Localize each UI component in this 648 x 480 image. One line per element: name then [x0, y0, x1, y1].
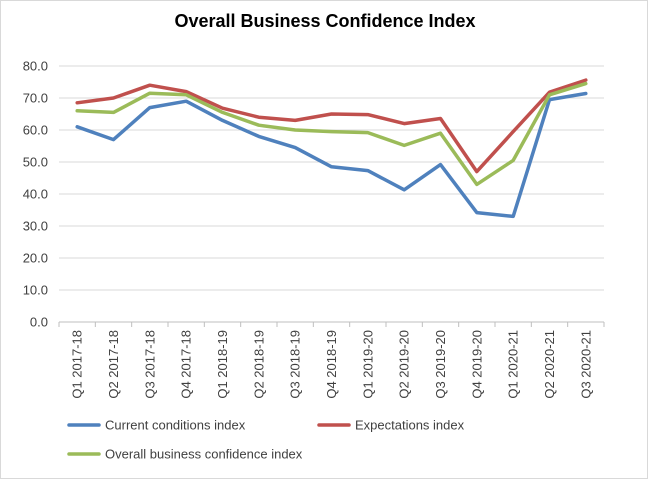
y-tick-label: 70.0 — [23, 91, 48, 106]
x-tick-label: Q2 2017-18 — [106, 330, 121, 399]
x-tick-label: Q4 2019-20 — [469, 330, 484, 399]
x-tick-label: Q1 2019-20 — [360, 330, 375, 399]
x-tick-label: Q3 2019-20 — [433, 330, 448, 399]
y-tick-label: 30.0 — [23, 219, 48, 234]
x-tick-label: Q1 2018-19 — [215, 330, 230, 399]
x-axis-ticks: Q1 2017-18 Q2 2017-18 Q3 2017-18 Q4 2017-18… — [58, 322, 605, 399]
series-line-1 — [75, 91, 588, 219]
x-tick-label: Q2 2020-21 — [542, 330, 557, 399]
gridlines — [59, 65, 604, 323]
y-tick-label: 20.0 — [23, 251, 48, 266]
x-tick-label: Q1 2017-18 — [70, 330, 85, 399]
x-tick-label: Q1 2020-21 — [506, 330, 521, 399]
chart-title: Overall Business Confidence Index — [174, 11, 476, 31]
y-axis-ticks: 0.0 10.0 20.0 30.0 40.0 50.0 60.0 70.0 80.0 — [23, 59, 48, 330]
x-tick-label: Q2 2018-19 — [251, 330, 266, 399]
series-line-2 — [75, 78, 588, 174]
x-tick-label: Q2 2019-20 — [397, 330, 412, 399]
legend-label: Expectations index — [355, 418, 465, 433]
y-tick-label: 10.0 — [23, 283, 48, 298]
legend: Current conditions index Expectations ind… — [67, 418, 465, 462]
legend-label: Overall business confidence index — [105, 447, 303, 462]
x-tick-label: Q3 2018-19 — [288, 330, 303, 399]
y-tick-label: 80.0 — [23, 59, 48, 74]
x-tick-label: Q4 2017-18 — [179, 330, 194, 399]
x-tick-label: Q4 2018-19 — [324, 330, 339, 399]
x-tick-label: Q3 2020-21 — [578, 330, 593, 399]
series-lines — [75, 78, 588, 219]
series-line-3 — [75, 81, 588, 187]
y-tick-label: 50.0 — [23, 155, 48, 170]
x-tick-label: Q3 2017-18 — [142, 330, 157, 399]
legend-label: Current conditions index — [105, 418, 246, 433]
y-tick-label: 40.0 — [23, 187, 48, 202]
y-tick-label: 0.0 — [30, 315, 48, 330]
y-tick-label: 60.0 — [23, 123, 48, 138]
